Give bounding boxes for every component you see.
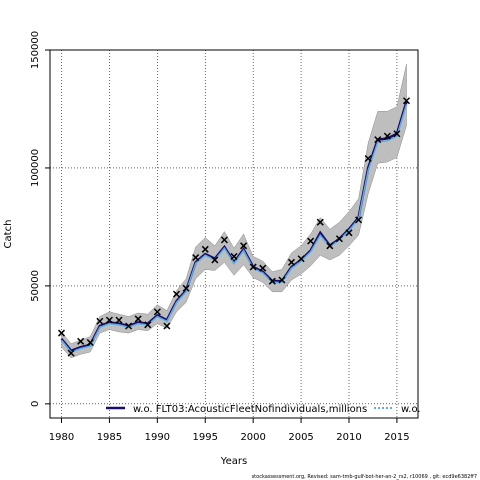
observed-point [201,245,209,253]
x-axis-title: Years [220,456,247,467]
observed-point [345,229,353,237]
observed-point [364,154,372,163]
y-tick-label: 50000 [30,270,41,302]
x-tick-label: 1985 [97,432,122,443]
x-tick-label: 2010 [336,432,361,443]
plot-frame [49,49,419,419]
observed-point [249,263,257,271]
observed-point [240,242,248,250]
observed-markers [57,97,411,357]
observed-point [144,321,152,329]
observed-point [355,216,363,224]
observed-point [182,284,190,292]
observed-point [96,317,104,325]
observed-point [402,97,411,105]
observed-point [326,242,334,250]
observed-point [192,254,200,262]
x-tick-label: 2000 [240,432,265,443]
observed-point [278,276,286,284]
x-tick-label: 2005 [288,432,313,443]
observed-point [105,316,113,324]
legend-label-series-2: w.o. [401,404,421,415]
observed-point [220,236,228,244]
footer-revision-text: stockassessment.org, Revised: sam-tmb-gu… [252,474,477,480]
x-tick-label: 2015 [384,432,409,443]
x-axis: 1980 1985 1990 1995 2000 2005 2010 2015 [49,418,410,443]
x-tick-label: 1990 [145,432,170,443]
observed-point [230,252,238,260]
legend: w.o. FLT03:AcousticFleetNofindividuals,m… [106,404,421,415]
grid-lines [50,49,418,418]
observed-point [335,235,343,243]
observed-point [115,316,123,324]
observed-point [211,256,219,264]
observed-point [163,322,171,330]
observed-point [86,338,94,347]
x-tick-label: 1995 [193,432,218,443]
observed-point [374,136,382,144]
observed-point [268,277,276,285]
observed-point [297,255,305,263]
series-line-2 [60,104,408,353]
observed-point [153,308,161,316]
observed-point [383,132,391,140]
observed-point [67,349,75,357]
observed-point [287,258,296,266]
confidence-band [61,64,407,359]
y-tick-label: 150000 [30,31,41,69]
observed-point [77,337,85,345]
observed-point [125,322,133,330]
observed-point [307,237,315,245]
observed-point [316,218,324,226]
y-axis-title: Catch [3,220,14,249]
legend-label-series-1: w.o. FLT03:AcousticFleetNofindividuals,m… [133,404,367,415]
observed-point [134,315,142,323]
y-tick-label: 100000 [30,149,41,187]
observed-point [393,130,401,138]
observed-point [259,264,267,272]
x-tick-label: 1980 [49,432,74,443]
y-tick-label: 0 [30,401,41,407]
observed-point [57,329,66,337]
y-axis: 0 50000 100000 150000 [30,31,50,407]
observed-point [172,290,181,298]
series-lines [60,101,408,353]
